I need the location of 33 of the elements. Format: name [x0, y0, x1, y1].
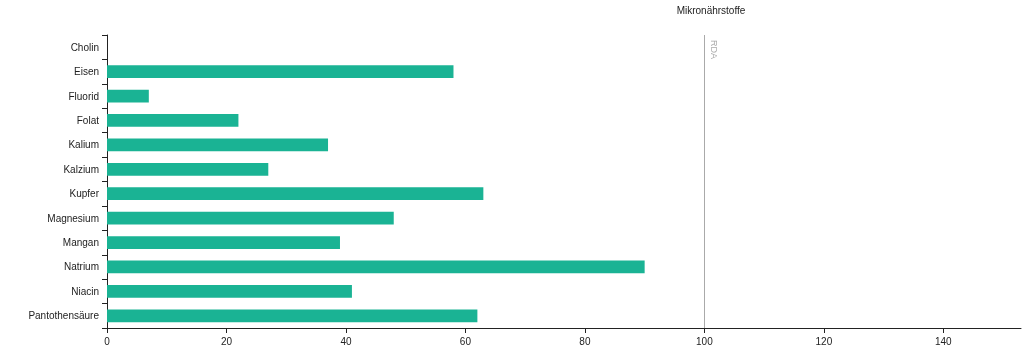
y-tick-label: Kupfer: [69, 188, 100, 200]
y-tick-label: Kalium: [68, 139, 99, 151]
chart-title: Mikronährstoffe: [676, 4, 746, 16]
ref-line-label: RDA: [708, 40, 719, 60]
y-tick-label: Pantothensäure: [28, 310, 100, 322]
y-tick-label: Cholin: [70, 41, 99, 53]
bar: [107, 285, 352, 298]
x-tick-label: 100: [696, 335, 714, 347]
bar: [107, 236, 340, 249]
y-tick-label: Fluorid: [68, 90, 99, 102]
y-tick-label: Mangan: [62, 237, 99, 249]
x-tick-label: 80: [579, 335, 591, 347]
bar: [107, 260, 645, 274]
x-tick-label: 140: [935, 335, 953, 347]
bar: [107, 89, 149, 103]
bar: [107, 138, 329, 152]
y-tick-label: Natrium: [63, 261, 99, 273]
x-tick-label: 120: [815, 335, 833, 347]
bar: [107, 114, 239, 127]
bar: [107, 65, 454, 78]
y-tick-label: Kalzium: [63, 163, 99, 175]
y-tick-label: Magnesium: [47, 212, 99, 224]
bar: [107, 309, 478, 323]
x-tick-label: 20: [220, 335, 233, 347]
y-tick-label: Niacin: [71, 285, 99, 297]
x-tick-label: 40: [340, 335, 352, 347]
x-tick-label: 0: [104, 335, 111, 347]
y-tick-label: Folat: [76, 114, 100, 126]
y-tick-label: Eisen: [73, 66, 99, 78]
x-tick-label: 60: [459, 335, 472, 347]
bar: [107, 162, 269, 176]
bar: [107, 211, 394, 225]
bar: [107, 187, 484, 201]
